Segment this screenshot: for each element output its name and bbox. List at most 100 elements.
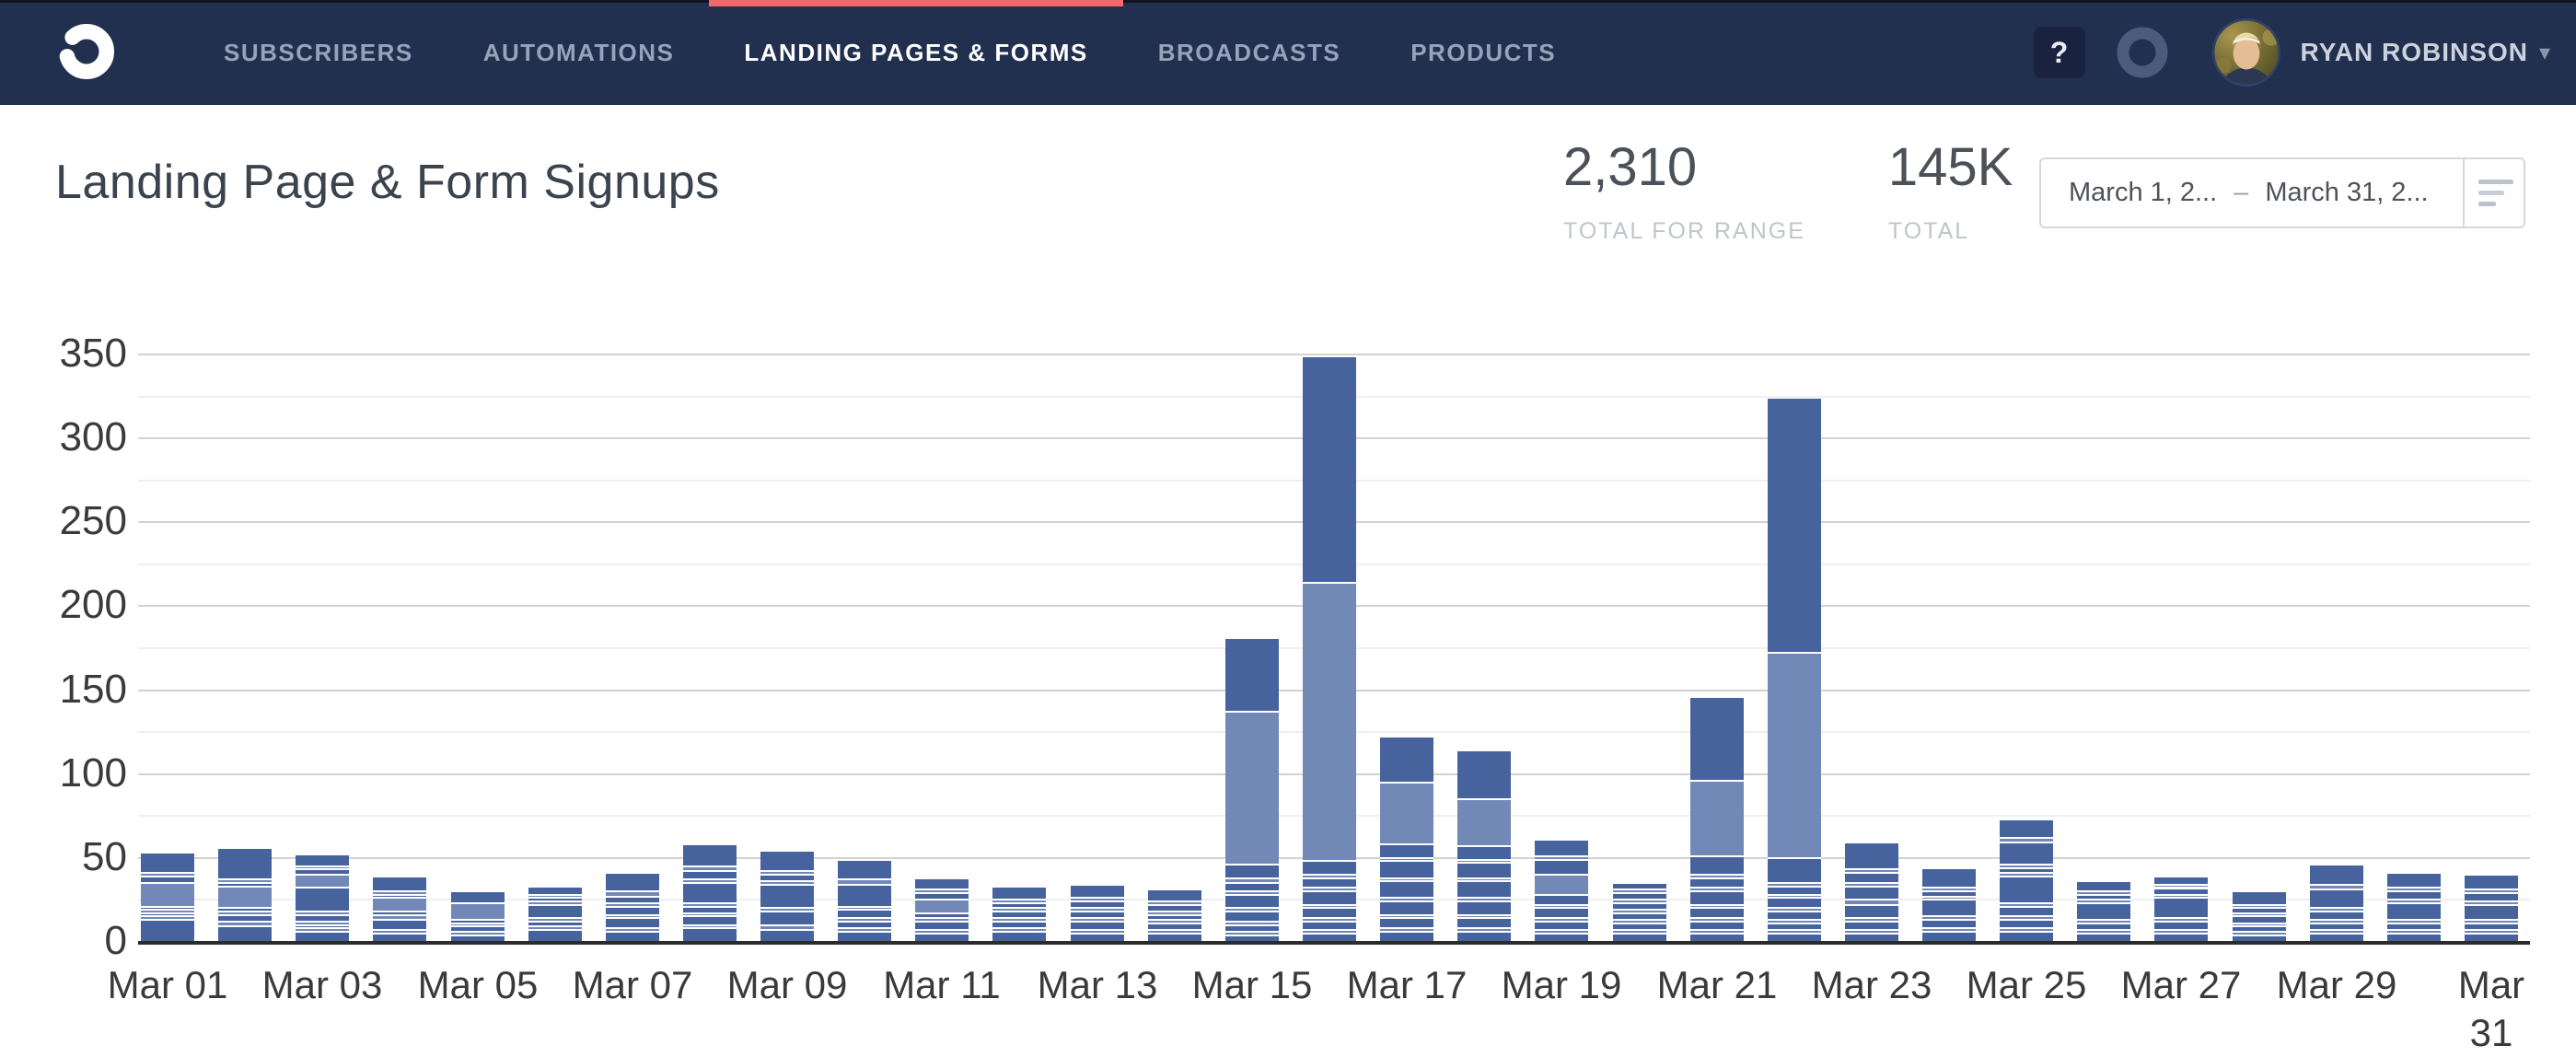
bar-segment bbox=[1457, 882, 1511, 900]
bar-segment bbox=[2000, 903, 2053, 908]
bar-mar-18[interactable] bbox=[1457, 751, 1511, 941]
bar-segment bbox=[1845, 874, 1898, 885]
bar-mar-22[interactable] bbox=[1768, 399, 1821, 941]
bar-segment bbox=[1457, 860, 1511, 865]
bar-mar-04[interactable] bbox=[373, 877, 426, 941]
bar-mar-29[interactable] bbox=[2310, 865, 2363, 941]
bar-mar-11[interactable] bbox=[915, 878, 969, 941]
bar-segment bbox=[992, 929, 1046, 933]
bar-segment bbox=[296, 925, 349, 930]
bar-segment bbox=[1071, 902, 1124, 910]
bar-segment bbox=[1225, 922, 1279, 926]
avatar[interactable] bbox=[2211, 18, 2280, 87]
nav-tab-automations[interactable]: AUTOMATIONS bbox=[482, 38, 675, 66]
bar-mar-21[interactable] bbox=[1690, 697, 1744, 941]
bar-segment bbox=[2077, 923, 2130, 932]
bar-segment bbox=[1303, 356, 1356, 584]
ring-icon[interactable] bbox=[2115, 25, 2170, 80]
nav-tab-products[interactable]: PRODUCTS bbox=[1410, 38, 1557, 66]
bar-segment bbox=[1922, 897, 1976, 901]
bar-segment bbox=[1768, 899, 1821, 910]
bar-segment bbox=[1303, 909, 1356, 920]
y-axis-tick-label: 200 bbox=[59, 582, 127, 627]
bar-segment bbox=[218, 927, 272, 941]
bar-segment bbox=[1845, 922, 1898, 932]
bar-mar-02[interactable] bbox=[218, 848, 272, 941]
bar-mar-12[interactable] bbox=[992, 887, 1046, 941]
bar-segment bbox=[218, 909, 272, 912]
bar-mar-17[interactable] bbox=[1380, 738, 1433, 941]
bar-segment bbox=[218, 887, 272, 910]
date-range-picker[interactable]: March 1, 2... – March 31, 2... bbox=[2039, 157, 2525, 228]
bar-mar-07[interactable] bbox=[606, 874, 659, 941]
bar-mar-25[interactable] bbox=[2000, 819, 2053, 941]
bar-mar-19[interactable] bbox=[1535, 840, 1588, 941]
bar-segment bbox=[141, 854, 194, 875]
bar-segment bbox=[1303, 583, 1356, 863]
bar-mar-06[interactable] bbox=[528, 887, 582, 941]
convertkit-logo[interactable] bbox=[53, 18, 120, 85]
bar-segment bbox=[2465, 921, 2518, 924]
bar-segment bbox=[1303, 862, 1356, 876]
bar-mar-30[interactable] bbox=[2387, 874, 2441, 941]
filter-lines-icon[interactable] bbox=[2463, 159, 2524, 226]
bar-segment bbox=[528, 919, 582, 923]
bar-mar-15[interactable] bbox=[1225, 638, 1279, 941]
bar-mar-03[interactable] bbox=[296, 855, 349, 941]
bar-mar-08[interactable] bbox=[683, 845, 737, 941]
bar-segment bbox=[2233, 892, 2286, 906]
stat-value: 145K bbox=[1887, 137, 2013, 197]
bar-segment bbox=[760, 852, 814, 873]
bar-segment bbox=[1613, 923, 1666, 932]
bar-segment bbox=[1690, 905, 1744, 910]
x-axis-tick-label: Mar 13 bbox=[1037, 963, 1158, 1006]
bar-segment bbox=[141, 907, 194, 912]
bar-segment bbox=[1457, 902, 1511, 916]
bar-segment bbox=[141, 913, 194, 918]
bar-segment bbox=[1690, 781, 1744, 857]
bar-mar-20[interactable] bbox=[1613, 884, 1666, 941]
bar-segment bbox=[1845, 931, 1898, 935]
bar-segment bbox=[1768, 912, 1821, 922]
bar-segment bbox=[992, 932, 1046, 941]
bar-segment bbox=[1071, 934, 1124, 941]
bar-segment bbox=[915, 934, 969, 941]
stat-value: 2,310 bbox=[1563, 137, 1698, 197]
bar-segment bbox=[1225, 909, 1279, 912]
bar-segment bbox=[373, 892, 426, 896]
bar-segment bbox=[1690, 697, 1744, 782]
bar-mar-10[interactable] bbox=[838, 860, 891, 941]
bar-segment bbox=[1535, 919, 1588, 923]
nav-tab-subscribers[interactable]: SUBSCRIBERS bbox=[224, 38, 413, 66]
bar-segment bbox=[1148, 923, 1201, 932]
bar-segment bbox=[2310, 890, 2363, 910]
nav-tab-landing-pages-forms[interactable]: LANDING PAGES & FORMS bbox=[709, 0, 1124, 105]
user-menu[interactable]: RYAN ROBINSON ▾ bbox=[2301, 38, 2550, 67]
bar-mar-23[interactable] bbox=[1845, 843, 1898, 941]
bar-mar-13[interactable] bbox=[1071, 885, 1124, 941]
bar-mar-16[interactable] bbox=[1303, 356, 1356, 941]
bar-segment bbox=[2310, 912, 2363, 922]
x-axis-tick-label: Mar 15 bbox=[1191, 963, 1313, 1006]
bar-segment bbox=[2387, 903, 2441, 922]
help-button[interactable]: ? bbox=[2033, 27, 2085, 78]
x-axis-tick-label: Mar 21 bbox=[1656, 963, 1778, 1006]
bar-mar-24[interactable] bbox=[1922, 868, 1976, 941]
bar-segment bbox=[1690, 909, 1744, 920]
bar-segment bbox=[2000, 932, 2053, 941]
bar-mar-27[interactable] bbox=[2154, 877, 2208, 941]
nav-tab-broadcasts[interactable]: BROADCASTS bbox=[1157, 38, 1341, 66]
bar-segment bbox=[1535, 856, 1588, 861]
bar-mar-28[interactable] bbox=[2233, 892, 2286, 941]
bar-segment bbox=[1922, 932, 1976, 941]
x-axis-tick-label: Mar 27 bbox=[2120, 963, 2242, 1006]
bar-mar-14[interactable] bbox=[1148, 890, 1201, 941]
bar-mar-31[interactable] bbox=[2465, 875, 2518, 941]
bar-segment bbox=[1148, 915, 1201, 922]
bar-segment bbox=[451, 921, 505, 924]
bar-mar-01[interactable] bbox=[141, 854, 194, 941]
bar-mar-05[interactable] bbox=[451, 892, 505, 941]
bar-mar-09[interactable] bbox=[760, 852, 814, 941]
bar-segment bbox=[915, 922, 969, 932]
bar-mar-26[interactable] bbox=[2077, 882, 2130, 941]
